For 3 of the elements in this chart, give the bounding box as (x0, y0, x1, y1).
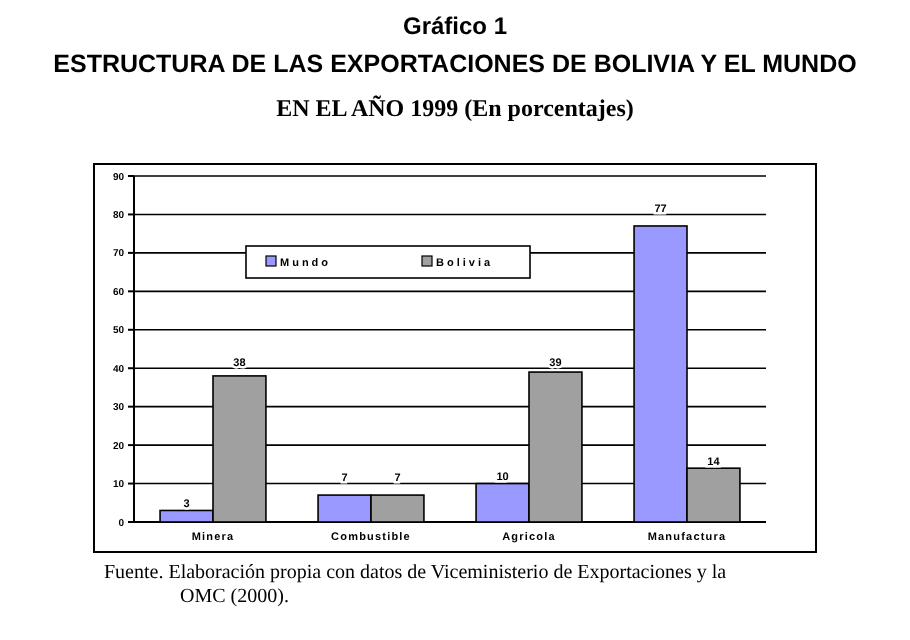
chart-title: Gráfico 1 (402, 12, 508, 40)
source-note: Fuente. Elaboración propia con datos de Viceministerio de Exportaciones y la OMC (2000). (104, 562, 728, 608)
chart-subtitle: ESTRUCTURA DE LAS EXPORTACIONES DE BOLIVIA Y EL MUNDO EN EL AÑO 1999 (En porcentajes) (53, 50, 858, 122)
